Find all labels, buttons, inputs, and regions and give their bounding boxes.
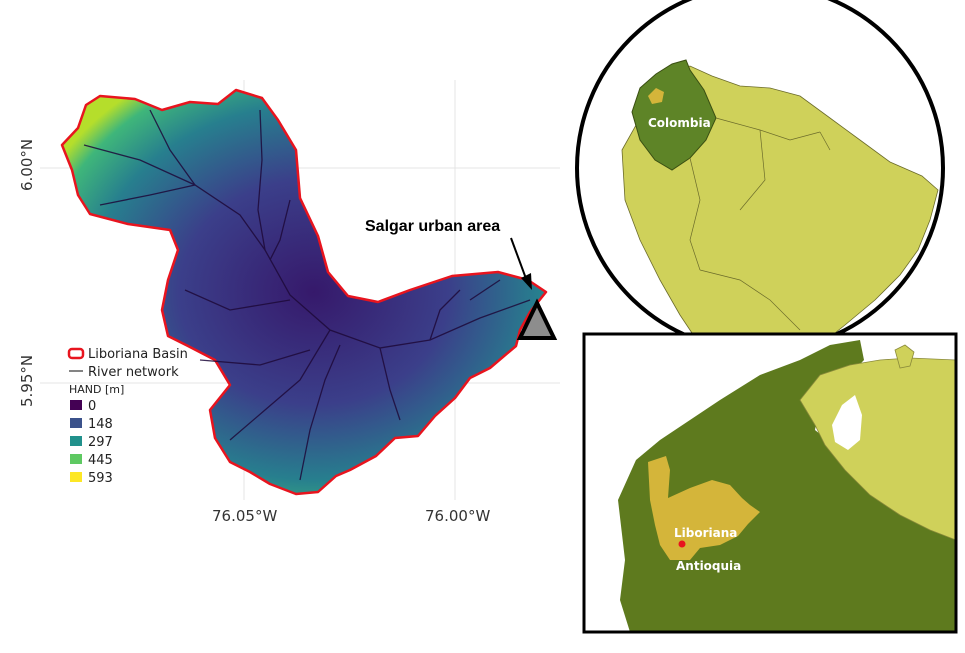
main-map: Salgar urban area 6.00°N 5.95°N 76.05°W … [18, 80, 560, 525]
antioquia-department [648, 456, 760, 560]
river-legend-label: River network [88, 365, 179, 380]
paraguana-peninsula [894, 344, 915, 369]
colombia-shape [631, 59, 717, 171]
hand-swatch-593 [70, 472, 82, 482]
hand-legend-classes: 0 148 297 445 593 [70, 399, 113, 486]
callout-arrow-head [521, 273, 532, 290]
hand-class-label-593: 593 [88, 471, 113, 486]
lake-maracaibo [832, 395, 862, 450]
urban-area-triangle-icon [516, 298, 558, 340]
hand-class-label-445: 445 [88, 453, 113, 468]
antioquia-label: Antioquia [676, 559, 741, 573]
river-network [83, 109, 531, 481]
lat-tick-6-00: 6.00°N [18, 139, 36, 191]
salgar-callout-label: Salgar urban area [365, 218, 500, 235]
hand-class-label-297: 297 [88, 435, 113, 450]
inset-region: Liboriana Antioquia [582, 332, 958, 634]
inset-region-frame [582, 332, 958, 634]
hand-class-label-0: 0 [88, 399, 96, 414]
hand-class-label-148: 148 [88, 417, 113, 432]
salgar-marker: Salgar urban area [365, 218, 558, 340]
antioquia-highlight [648, 88, 664, 104]
hand-swatch-148 [70, 418, 82, 428]
hand-swatch-297 [70, 436, 82, 446]
venezuela-region-land [799, 357, 956, 541]
hand-raster [60, 88, 548, 496]
lon-tick-76-00: 76.00°W [425, 507, 490, 525]
lat-tick-5-95: 5.95°N [18, 355, 36, 407]
hand-legend-title: HAND [m] [69, 383, 124, 396]
country-borders [689, 117, 831, 331]
colombia-label: Colombia [648, 116, 711, 130]
liboriana-basin [60, 88, 548, 496]
hand-swatch-445 [70, 454, 82, 464]
inset-continent: Colombia [575, 0, 945, 353]
basin-legend-symbol [67, 347, 85, 360]
colombia-region-land [618, 340, 956, 632]
map-legend: Liboriana Basin River network HAND [m] 0… [67, 347, 188, 486]
liboriana-label: Liboriana [674, 526, 737, 540]
basin-legend-label: Liboriana Basin [88, 347, 188, 362]
lon-tick-76-05: 76.05°W [212, 507, 277, 525]
hand-swatch-0 [70, 400, 82, 410]
liboriana-location-marker [678, 540, 686, 548]
